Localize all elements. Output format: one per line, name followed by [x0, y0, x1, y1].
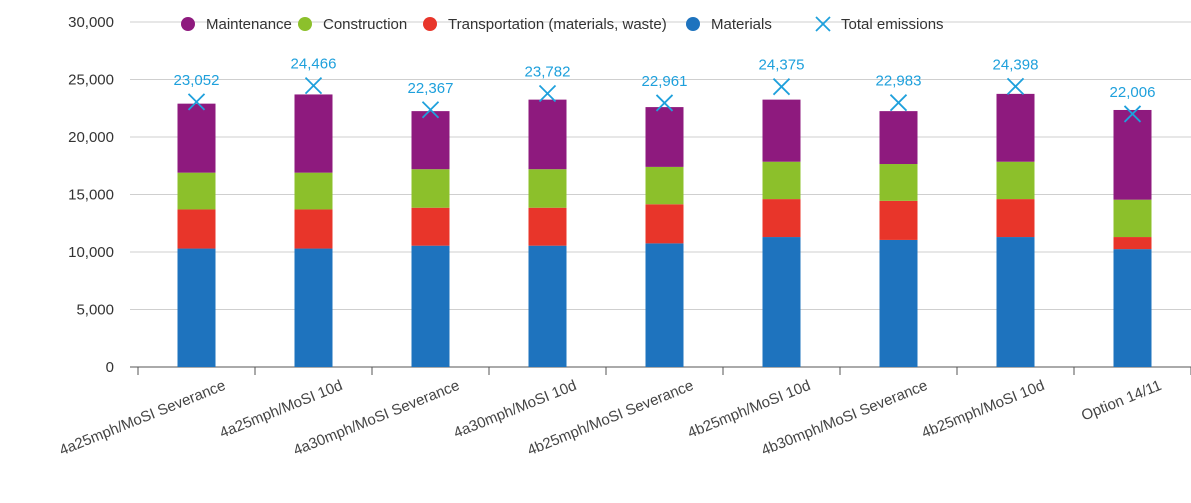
bar-segment — [996, 237, 1035, 367]
total-data-label: 23,052 — [174, 72, 220, 89]
y-tick-label: 0 — [106, 359, 114, 376]
total-marker-stroke — [538, 84, 557, 103]
bars — [177, 93, 1152, 367]
bar-segment — [1113, 249, 1152, 367]
total-marker-stroke — [1006, 77, 1025, 96]
bar-segment — [645, 204, 684, 244]
bar-segment — [528, 207, 567, 246]
bar-segment — [762, 161, 801, 200]
bar-segment — [879, 111, 918, 165]
bar-segment — [177, 172, 216, 210]
y-tick-label: 20,000 — [68, 129, 114, 146]
legend-swatch — [181, 17, 195, 31]
y-tick-label: 30,000 — [68, 14, 114, 31]
total-data-label: 24,375 — [759, 57, 805, 74]
bar-segment — [177, 209, 216, 249]
bar-segment — [996, 199, 1035, 238]
bar-segment — [411, 245, 450, 367]
total-marker — [421, 101, 440, 119]
legend-swatch — [423, 17, 437, 31]
y-tick-label: 10,000 — [68, 244, 114, 261]
total-data-label: 22,961 — [642, 73, 688, 90]
total-marker — [655, 94, 674, 112]
legend-label: Maintenance — [206, 16, 292, 33]
total-data-label: 24,466 — [291, 56, 337, 73]
bar-segment — [762, 237, 801, 367]
bar-segment — [177, 103, 216, 173]
bar-segment — [645, 107, 684, 167]
total-marker-stroke — [421, 101, 440, 119]
y-tick-label: 5,000 — [76, 302, 114, 319]
legend-marker-stroke — [815, 16, 831, 32]
legend-label: Total emissions — [841, 16, 944, 33]
total-marker — [538, 84, 557, 103]
bar-segment — [294, 209, 333, 249]
x-tick-label: Option 14/11 — [1079, 377, 1164, 425]
bar-segment — [879, 200, 918, 240]
total-data-label: 22,983 — [876, 73, 922, 90]
y-tick-label: 15,000 — [68, 187, 114, 204]
total-marker-stroke — [772, 78, 791, 96]
bar-segment — [294, 94, 333, 173]
bar-segment — [996, 93, 1035, 162]
y-tick-label: 25,000 — [68, 72, 114, 89]
total-marker — [304, 77, 323, 95]
bar-segment — [528, 99, 567, 170]
bar-segment — [645, 243, 684, 367]
bar-segment — [411, 111, 450, 170]
legend-label: Transportation (materials, waste) — [448, 16, 667, 33]
x-tick-label: 4a25mph/MoSI Severance — [57, 377, 228, 459]
total-data-label: 22,006 — [1110, 84, 1156, 101]
bar-segment — [411, 207, 450, 246]
bar-segment — [528, 245, 567, 367]
bar-segment — [528, 169, 567, 208]
bar-segment — [996, 161, 1035, 200]
total-marker-stroke — [304, 77, 323, 95]
bar-segment — [411, 169, 450, 208]
bar-segment — [1113, 237, 1152, 250]
total-marker — [772, 78, 791, 96]
bar-segment — [645, 166, 684, 205]
x-tick-label: 4b25mph/MoSI 10d — [919, 377, 1047, 442]
legend-label: Materials — [711, 16, 772, 33]
total-data-label: 24,398 — [993, 56, 1039, 73]
bar-segment — [879, 164, 918, 201]
legend-swatch — [298, 17, 312, 31]
total-data-label: 22,367 — [408, 80, 454, 97]
total-marker-stroke — [889, 94, 908, 112]
total-marker — [1123, 105, 1142, 123]
bar-segment — [879, 239, 918, 367]
legend-marker — [815, 16, 831, 32]
legend-swatch — [686, 17, 700, 31]
legend-label: Construction — [323, 16, 407, 33]
total-marker-stroke — [187, 93, 206, 111]
bar-segment — [762, 199, 801, 238]
legend: Maintenance Construction Transportation (m… — [181, 16, 944, 33]
total-marker — [187, 93, 206, 111]
bar-segment — [294, 248, 333, 367]
bar-segment — [177, 248, 216, 367]
total-marker — [1006, 77, 1025, 96]
total-marker-stroke — [655, 94, 674, 112]
total-data-label: 23,782 — [525, 64, 571, 81]
bar-segment — [1113, 199, 1152, 238]
bar-segment — [294, 172, 333, 210]
total-marker-stroke — [1123, 105, 1142, 123]
total-marker — [889, 94, 908, 112]
bar-segment — [762, 99, 801, 162]
bar-segment — [1113, 109, 1152, 200]
